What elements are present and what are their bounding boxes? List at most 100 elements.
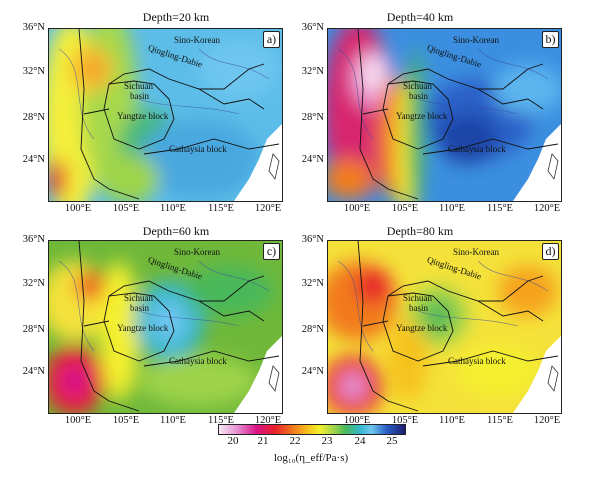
viscosity-blob bbox=[355, 268, 391, 304]
region-label-cathaysia-block: Cathaysia block bbox=[169, 356, 227, 366]
river-lines bbox=[58, 48, 270, 140]
longitude-tick: 105°E bbox=[112, 203, 140, 214]
map-area: Sino-Korean Qingling-Dabie Sichuan basin Yan… bbox=[48, 28, 283, 202]
ocean-area bbox=[234, 124, 282, 201]
viscosity-blob bbox=[438, 114, 498, 164]
colorbar-tick: 20 bbox=[227, 435, 239, 447]
viscosity-blob bbox=[139, 356, 259, 406]
longitude-tick: 120°E bbox=[254, 203, 282, 214]
river-lines bbox=[337, 48, 549, 140]
longitude-tick: 110°E bbox=[160, 203, 186, 214]
longitude-tick: 115°E bbox=[487, 203, 513, 214]
latitude-tick: 32°N bbox=[301, 278, 324, 289]
colorbar-tick: 21 bbox=[257, 435, 269, 447]
region-label-cathaysia-block: Cathaysia block bbox=[448, 356, 506, 366]
latitude-tick: 36°N bbox=[22, 234, 45, 245]
viscosity-blob bbox=[458, 346, 538, 396]
ocean-area bbox=[234, 336, 282, 413]
viscosity-field bbox=[328, 241, 561, 413]
panel-letter: a) bbox=[263, 31, 280, 48]
longitude-tick: 105°E bbox=[112, 415, 140, 426]
taiwan-outline bbox=[547, 153, 559, 180]
map-area: Sino-Korean Qingling-Dabie Sichuan basin Yan… bbox=[327, 28, 562, 202]
latitude-tick: 24°N bbox=[22, 154, 45, 165]
latitude-tick: 28°N bbox=[22, 112, 45, 123]
longitude-tick: 120°E bbox=[254, 415, 282, 426]
taiwan-outline bbox=[268, 153, 280, 180]
viscosity-field bbox=[328, 29, 561, 201]
region-label-basin: basin bbox=[409, 91, 428, 101]
longitude-tick: 100°E bbox=[64, 203, 92, 214]
region-label-sichuan: Sichuan bbox=[124, 81, 153, 91]
viscosity-blob bbox=[151, 301, 187, 341]
region-label-cathaysia-block: Cathaysia block bbox=[448, 144, 506, 154]
longitude-tick: 110°E bbox=[160, 415, 186, 426]
colorbar-tick: 25 bbox=[386, 435, 398, 447]
colorbar-tick: 23 bbox=[321, 435, 333, 447]
viscosity-blob bbox=[388, 321, 428, 401]
latitude-tick: 36°N bbox=[22, 22, 45, 33]
region-label-yangtze-block: Yangtze block bbox=[396, 323, 448, 333]
taiwan-outline bbox=[268, 365, 280, 392]
region-label-sino-korean: Sino-Korean bbox=[453, 247, 499, 257]
viscosity-blob bbox=[408, 49, 424, 201]
block-boundaries bbox=[357, 241, 559, 412]
colorbar bbox=[218, 424, 406, 435]
ocean-area bbox=[513, 336, 561, 413]
longitude-tick: 120°E bbox=[533, 203, 561, 214]
longitude-tick: 105°E bbox=[391, 415, 419, 426]
region-label-sino-korean: Sino-Korean bbox=[174, 35, 220, 45]
panel-letter: b) bbox=[542, 31, 559, 48]
viscosity-blob bbox=[83, 57, 103, 81]
latitude-tick: 32°N bbox=[301, 66, 324, 77]
region-label-sichuan: Sichuan bbox=[124, 293, 153, 303]
viscosity-blob bbox=[338, 370, 368, 402]
latitude-tick: 28°N bbox=[22, 324, 45, 335]
longitude-tick: 115°E bbox=[208, 203, 234, 214]
block-boundaries bbox=[357, 29, 559, 200]
region-label-yangtze-block: Yangtze block bbox=[396, 111, 448, 121]
viscosity-blob bbox=[49, 159, 67, 199]
panel-letter: c) bbox=[263, 243, 280, 260]
latitude-tick: 24°N bbox=[22, 366, 45, 377]
viscosity-field bbox=[49, 241, 282, 413]
colorbar-tick: 24 bbox=[354, 435, 366, 447]
taiwan-outline bbox=[547, 365, 559, 392]
block-boundaries bbox=[78, 29, 280, 200]
river-lines bbox=[337, 260, 549, 352]
longitude-tick: 115°E bbox=[208, 415, 234, 426]
colorbar-tick: 22 bbox=[289, 435, 301, 447]
panel-title: Depth=20 km bbox=[142, 10, 210, 24]
longitude-tick: 105°E bbox=[391, 203, 419, 214]
region-label-sino-korean: Sino-Korean bbox=[174, 247, 220, 257]
longitude-tick: 115°E bbox=[487, 415, 513, 426]
latitude-tick: 24°N bbox=[301, 154, 324, 165]
ocean-area bbox=[513, 124, 561, 201]
longitude-tick: 110°E bbox=[439, 203, 465, 214]
panel-title: Depth=40 km bbox=[386, 10, 454, 24]
region-label-sino-korean: Sino-Korean bbox=[453, 35, 499, 45]
latitude-tick: 32°N bbox=[22, 66, 45, 77]
panel-title: Depth=60 km bbox=[142, 224, 210, 238]
viscosity-blob bbox=[361, 56, 385, 92]
longitude-tick: 120°E bbox=[533, 415, 561, 426]
latitude-tick: 36°N bbox=[301, 234, 324, 245]
map-area: Sino-Korean Qingling-Dabie Sichuan basin Yan… bbox=[327, 240, 562, 414]
map-area: Sino-Korean Qingling-Dabie Sichuan basin Yan… bbox=[48, 240, 283, 414]
block-boundaries bbox=[78, 241, 280, 412]
viscosity-blob bbox=[328, 159, 373, 199]
panel-title: Depth=80 km bbox=[386, 224, 454, 238]
latitude-tick: 24°N bbox=[301, 366, 324, 377]
river-lines bbox=[58, 260, 270, 352]
region-label-yangtze-block: Yangtze block bbox=[117, 111, 169, 121]
viscosity-blob bbox=[498, 266, 558, 316]
longitude-tick: 100°E bbox=[343, 415, 371, 426]
region-label-sichuan: Sichuan bbox=[403, 293, 432, 303]
latitude-tick: 36°N bbox=[301, 22, 324, 33]
longitude-tick: 100°E bbox=[343, 203, 371, 214]
viscosity-blob bbox=[199, 39, 279, 99]
panel-letter: d) bbox=[542, 243, 559, 260]
longitude-tick: 100°E bbox=[64, 415, 92, 426]
longitude-tick: 110°E bbox=[439, 415, 465, 426]
colorbar-label: log₁₀(η_eff/Pa·s) bbox=[273, 452, 349, 464]
